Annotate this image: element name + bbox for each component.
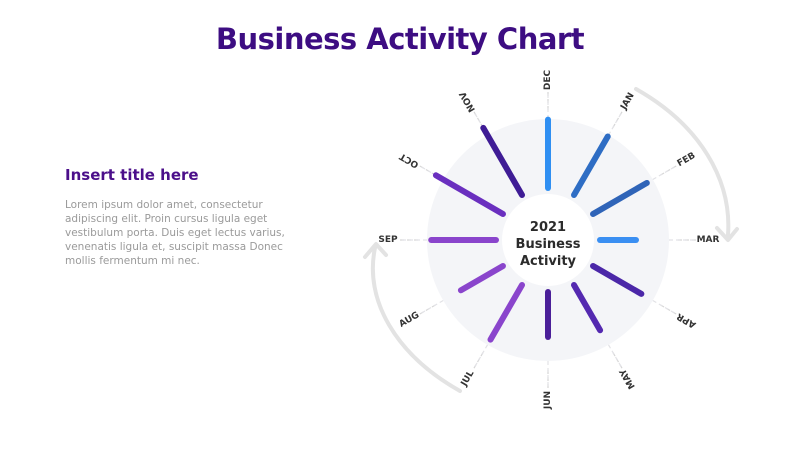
guide-line-aug — [417, 304, 436, 316]
guide-line-jul — [472, 352, 484, 371]
center-label-line-2: Business — [516, 237, 581, 252]
guide-line-apr — [660, 304, 679, 316]
month-label-jun: JUN — [543, 391, 553, 410]
guide-line-oct — [417, 164, 436, 176]
bar-apr — [590, 263, 645, 297]
side-body-text: Lorem ipsum dolor amet, consectetur adip… — [65, 199, 285, 267]
month-label-jul: JUL — [459, 369, 476, 389]
month-label-dec: DEC — [543, 69, 553, 90]
bar-oct — [432, 172, 506, 217]
month-label-jan: JAN — [619, 91, 637, 112]
center-label-line-3: Activity — [520, 254, 577, 269]
guide-line-nov — [472, 109, 484, 128]
center-label-line-1: 2021 — [530, 220, 566, 235]
arrow-top-right — [634, 87, 731, 237]
guide-line-feb — [660, 164, 679, 176]
bar-feb — [590, 179, 650, 217]
arrow-bottom-left-head — [363, 242, 388, 259]
bar-jul — [487, 282, 525, 343]
bar-aug — [457, 263, 506, 294]
bar-nov — [480, 124, 525, 198]
month-label-nov: NOV — [458, 89, 478, 113]
month-label-oct: OCT — [397, 150, 420, 169]
guide-line-may — [612, 352, 624, 371]
month-label-mar: MAR — [697, 235, 720, 245]
month-label-apr: APR — [675, 311, 698, 330]
page-title: Business Activity Chart — [215, 22, 585, 56]
guide-line-jan — [612, 109, 624, 128]
arrow-top-right-head — [715, 226, 739, 242]
center-circle — [502, 194, 594, 286]
bar-may — [571, 282, 604, 334]
month-label-may: MAY — [618, 366, 638, 390]
month-label-feb: FEB — [676, 151, 698, 169]
month-label-sep: SEP — [378, 235, 398, 245]
month-label-aug: AUG — [398, 310, 422, 329]
bar-jan — [571, 133, 611, 198]
arrow-bottom-left — [370, 246, 462, 393]
side-title: Insert title here — [65, 166, 199, 184]
